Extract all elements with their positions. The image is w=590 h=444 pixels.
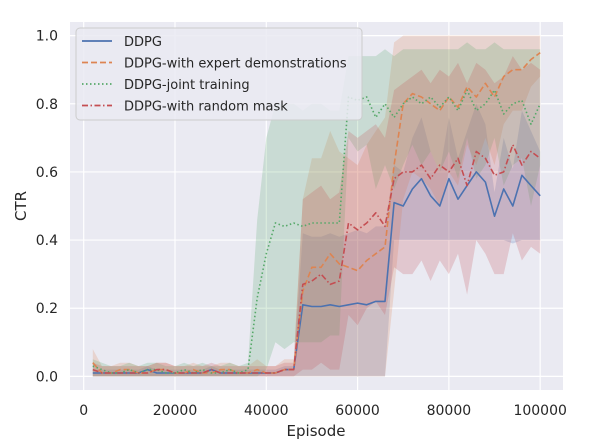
y-tick-label: 0.4 [36, 233, 58, 249]
x-tick-label: 100000 [513, 403, 566, 419]
series-lines [92, 52, 541, 374]
band-ddpg-with-expert-demonstrations [92, 35, 541, 377]
line-ddpg [92, 171, 541, 374]
y-axis-label: CTR [12, 191, 30, 221]
legend-box [75, 27, 363, 121]
x-tick-label: 0 [79, 403, 88, 419]
x-tick-label: 40000 [244, 403, 289, 419]
band-ddpg-joint-training [92, 42, 541, 377]
confidence-bands [92, 35, 541, 377]
band-ddpg [92, 103, 541, 377]
y-tick-label: 0.6 [36, 165, 58, 181]
y-tick-label: 0.2 [36, 301, 58, 317]
legend-label: DDPG-with expert demonstrations [124, 57, 347, 72]
line-ddpg-joint-training [92, 89, 541, 374]
legend-label: DDPG [124, 35, 162, 50]
x-tick-label: 80000 [427, 403, 472, 419]
line-ddpg-with-random-mask [92, 143, 541, 374]
legend-label: DDPG-joint training [124, 78, 250, 93]
x-axis-label: Episode [287, 422, 346, 440]
x-tick-label: 60000 [335, 403, 380, 419]
legend: DDPG DDPG-with expert demonstrations DDPG-… [75, 27, 363, 121]
y-tick-label: 1.0 [36, 29, 58, 45]
band-ddpg-with-random-mask [92, 56, 541, 377]
tick-labels: 0 20000 40000 60000 80000 100000 0.0 0.2 0.4 0.6 0… [36, 29, 567, 419]
x-tick-label: 20000 [153, 403, 198, 419]
legend-label: DDPG-with random mask [124, 100, 288, 115]
y-tick-label: 0.0 [36, 369, 58, 385]
y-tick-label: 0.8 [36, 97, 58, 113]
